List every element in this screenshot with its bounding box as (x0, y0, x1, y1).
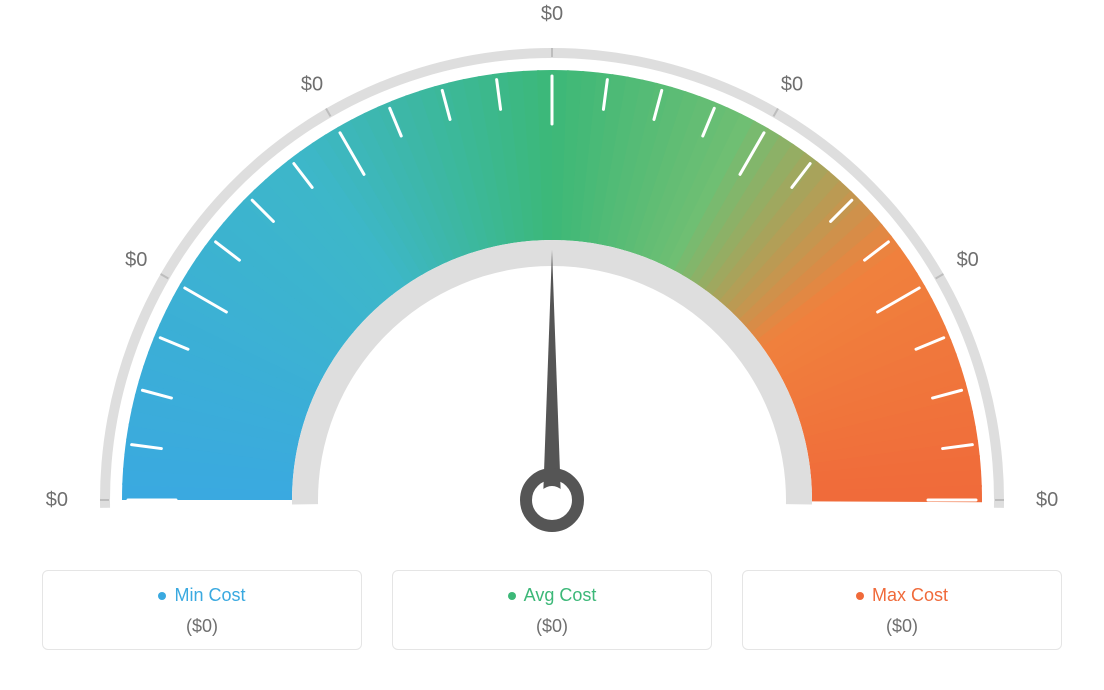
legend-row: Min Cost ($0) Avg Cost ($0) Max Cost ($0… (0, 570, 1104, 650)
legend-card-max: Max Cost ($0) (742, 570, 1062, 650)
svg-text:$0: $0 (1036, 489, 1058, 511)
dot-max (856, 592, 864, 600)
legend-value-avg: ($0) (403, 616, 701, 637)
gauge-svg: $0 $0 $0 $0 $0 $0 $0 (0, 0, 1104, 560)
svg-text:$0: $0 (301, 73, 323, 95)
dot-avg (508, 592, 516, 600)
svg-text:$0: $0 (125, 249, 147, 271)
svg-text:$0: $0 (46, 489, 68, 511)
legend-card-avg: Avg Cost ($0) (392, 570, 712, 650)
legend-label-min-text: Min Cost (174, 585, 245, 606)
legend-label-max-text: Max Cost (872, 585, 948, 606)
legend-label-min: Min Cost (158, 585, 245, 606)
svg-text:$0: $0 (541, 3, 563, 25)
svg-text:$0: $0 (781, 73, 803, 95)
dot-min (158, 592, 166, 600)
legend-label-avg: Avg Cost (508, 585, 597, 606)
svg-text:$0: $0 (957, 249, 979, 271)
legend-value-min: ($0) (53, 616, 351, 637)
legend-value-max: ($0) (753, 616, 1051, 637)
legend-label-avg-text: Avg Cost (524, 585, 597, 606)
legend-card-min: Min Cost ($0) (42, 570, 362, 650)
gauge-chart: $0 $0 $0 $0 $0 $0 $0 (0, 0, 1104, 560)
legend-label-max: Max Cost (856, 585, 948, 606)
